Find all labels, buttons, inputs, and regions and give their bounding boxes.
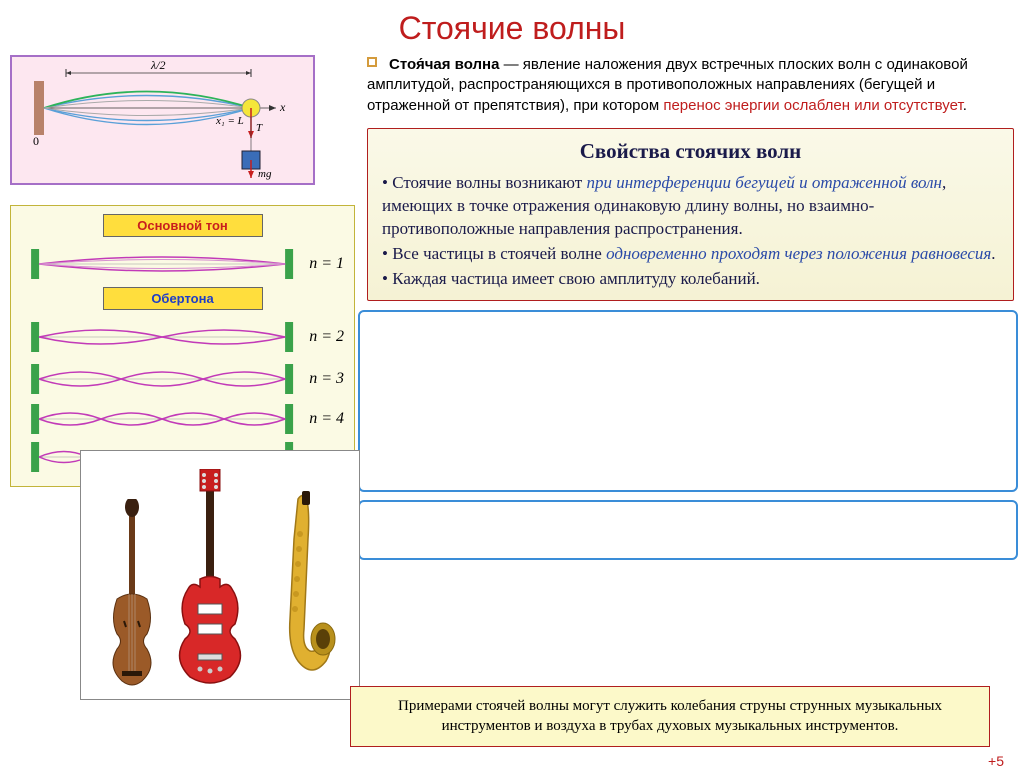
- term: Стоя́чая волна: [389, 56, 499, 73]
- saxophone-icon: [258, 489, 338, 689]
- x1-label: x₁ = L: [215, 115, 244, 127]
- harmonic-row: n = 4: [11, 402, 354, 440]
- property-item: • Стоячие волны возникают при интерферен…: [382, 172, 999, 241]
- instruments-image: [80, 450, 360, 700]
- zero-label: 0: [33, 134, 39, 148]
- prop-em: одновременно проходят через положения ра…: [606, 244, 991, 263]
- left-column: λ/2 x T mg 0 x₁: [10, 55, 355, 487]
- harmonic-row: n = 3: [11, 360, 354, 402]
- properties-title: Свойства стоячих волн: [382, 139, 999, 164]
- prop-em: при интерференции бегущей и отраженной в…: [586, 173, 942, 192]
- harmonic-n-label: n = 2: [309, 328, 344, 346]
- lambda-label: λ/2: [150, 61, 166, 72]
- definition-text: Стоя́чая волна — явление наложения двух …: [367, 55, 1014, 116]
- example-box: Примерами стоячей волны могут служить ко…: [350, 686, 990, 747]
- page-title: Стоячие волны: [0, 10, 1024, 47]
- property-item: • Все частицы в стоячей волне одновремен…: [382, 243, 999, 266]
- harmonic-n-label: n = 1: [309, 255, 344, 273]
- empty-box-1: [358, 310, 1018, 492]
- prop-pre: Стоячие волны возникают: [392, 173, 586, 192]
- guitar-icon: [170, 469, 250, 689]
- harmonic-row: n = 1: [11, 245, 354, 287]
- tension-label: T: [256, 122, 263, 134]
- mg-label: mg: [258, 168, 272, 180]
- property-item: • Каждая частица имеет свою амплитуду ко…: [382, 268, 999, 291]
- definition-emphasis: перенос энергии ослаблен или отсутствует: [663, 97, 962, 114]
- bullet-icon: [367, 57, 377, 67]
- harmonics-panel: Основной тон n = 1 Обертона: [10, 205, 355, 487]
- standing-wave-diagram: λ/2 x T mg 0 x₁: [10, 55, 315, 185]
- violin-icon: [102, 499, 162, 689]
- harmonic-n-label: n = 3: [309, 370, 344, 388]
- prop-pre: Каждая частица имеет свою амплитуду коле…: [392, 269, 760, 288]
- harmonic-n-label: n = 4: [309, 410, 344, 428]
- x-axis-label: x: [279, 100, 286, 114]
- prop-pre: Все частицы в стоячей волне: [392, 244, 606, 263]
- harmonic-row: n = 2: [11, 318, 354, 360]
- empty-box-2: [358, 500, 1018, 560]
- properties-box: Свойства стоячих волн • Стоячие волны во…: [367, 128, 1014, 302]
- prop-post: .: [991, 244, 995, 263]
- fundamental-label: Основной тон: [103, 214, 263, 237]
- overtone-label: Обертона: [103, 287, 263, 310]
